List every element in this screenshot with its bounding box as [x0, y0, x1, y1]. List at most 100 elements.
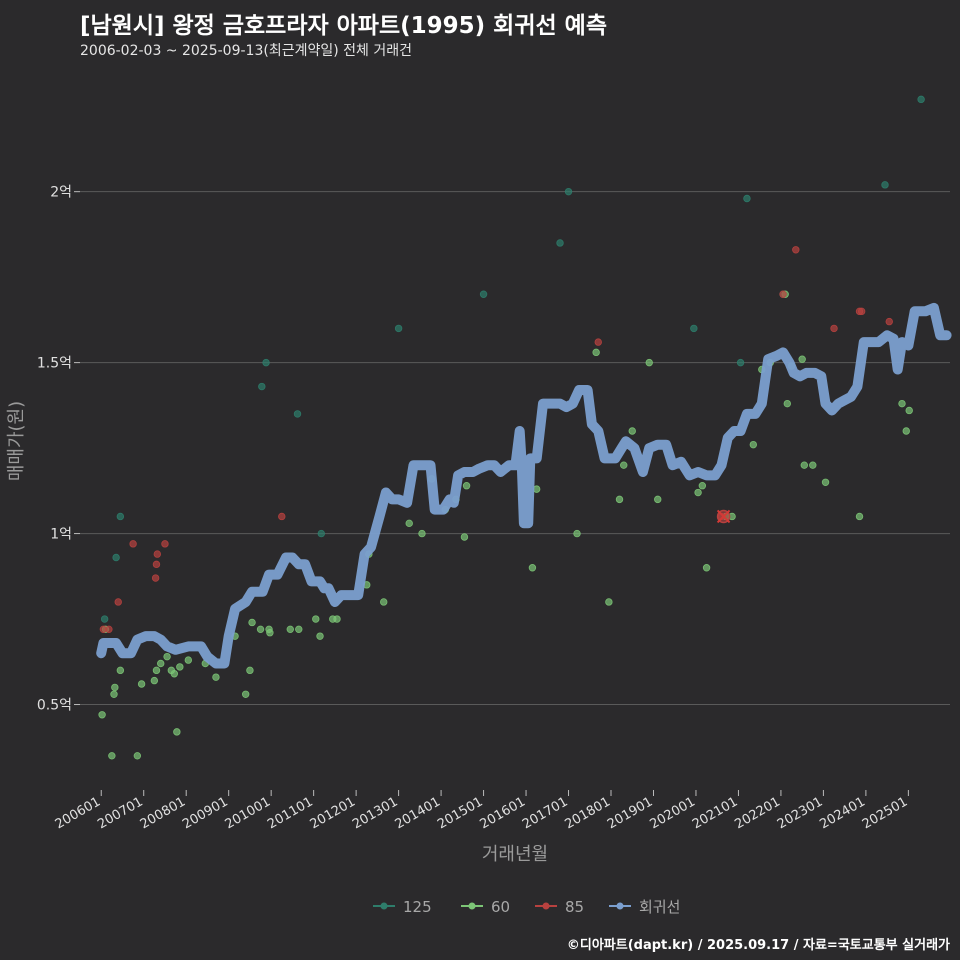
data-point-125: [394, 324, 403, 333]
data-point-60: [809, 461, 817, 469]
x-tick-label: 201801: [563, 794, 613, 832]
y-tick-label: 0.5억: [37, 698, 72, 714]
data-point-60: [248, 618, 256, 627]
x-tick-label: 200801: [138, 794, 188, 832]
data-point-60: [170, 670, 179, 678]
data-point-60: [241, 690, 250, 698]
data-point-125: [258, 382, 266, 391]
data-point-85: [594, 338, 602, 346]
data-point-85: [114, 598, 122, 606]
data-point-125: [100, 615, 109, 623]
data-point-125: [917, 95, 925, 104]
data-point-60: [418, 529, 426, 538]
data-point-125: [116, 512, 125, 521]
x-tick-label: 200901: [180, 794, 230, 832]
x-axis-title: 거래년월: [482, 844, 548, 865]
data-point-60: [286, 625, 294, 634]
x-tick-label: 201601: [478, 794, 528, 832]
data-point-60: [902, 427, 910, 435]
data-point-60: [462, 482, 471, 490]
legend-swatch-dot: [616, 902, 624, 910]
data-point-60: [628, 427, 636, 435]
data-point-60: [783, 399, 791, 408]
x-tick-label: 201001: [223, 794, 273, 832]
x-tick-label: 200601: [53, 794, 103, 832]
y-tick-label: 1.5억: [37, 356, 72, 372]
x-tick-label: 201401: [393, 794, 443, 832]
grid-layer: [80, 191, 950, 706]
data-point-60: [800, 461, 808, 469]
data-point-60: [698, 482, 707, 490]
data-point-85: [779, 290, 787, 298]
data-point-60: [295, 625, 303, 634]
data-point-60: [163, 652, 171, 661]
data-point-85: [152, 560, 161, 569]
annotation-layer: [716, 509, 731, 524]
y-axis-title: 매매가(원): [6, 401, 27, 481]
legend-label: 60: [491, 898, 510, 916]
x-tick-label: 202501: [860, 794, 910, 832]
data-point-60: [316, 632, 324, 640]
data-point-60: [157, 659, 165, 668]
legend-swatch-dot: [380, 902, 388, 910]
data-point-60: [246, 666, 254, 675]
x-tick-label: 202201: [732, 794, 782, 832]
data-point-60: [645, 358, 653, 367]
chart-subtitle: 2006-02-03 ~ 2025-09-13(최근계약일) 전체 거래건: [80, 43, 412, 59]
axis-layer: 0.5억 1억 1.5억 2억 2006012007012008012009012010…: [6, 185, 910, 865]
data-point-125: [743, 194, 751, 203]
x-tick-label: 200701: [95, 794, 145, 832]
data-point-125: [556, 239, 564, 247]
highlight-marker-cross: [716, 509, 731, 524]
data-point-60: [116, 666, 125, 675]
data-point-60: [150, 676, 159, 685]
x-tick-label: 201501: [435, 794, 485, 832]
data-point-60: [694, 488, 702, 497]
x-tick-label: 201101: [265, 794, 315, 832]
data-point-60: [98, 711, 106, 719]
data-point-125: [317, 529, 325, 538]
data-point-60: [573, 529, 581, 538]
regression-layer: [96, 302, 952, 669]
data-point-60: [528, 564, 537, 572]
data-point-85: [792, 246, 800, 254]
x-tick-label: 201701: [520, 794, 570, 832]
data-point-60: [152, 666, 161, 675]
chart-title: [남원시] 왕정 금호프라자 아파트(1995) 회귀선 예측: [80, 13, 607, 39]
data-point-125: [736, 358, 745, 367]
data-point-125: [564, 187, 573, 196]
data-point-125: [293, 410, 302, 418]
data-point-85: [885, 317, 893, 326]
data-point-60: [256, 625, 265, 634]
legend: 125 60 85 회귀선: [373, 898, 680, 916]
data-point-60: [749, 440, 758, 449]
legend-label: 85: [565, 898, 584, 916]
data-point-60: [333, 615, 341, 623]
data-point-60: [380, 598, 388, 606]
x-tick-label: 202001: [647, 794, 697, 832]
data-point-125: [112, 553, 120, 562]
data-point-60: [654, 495, 662, 504]
data-point-60: [460, 533, 469, 541]
data-point-60: [137, 680, 146, 688]
x-tick-label: 201301: [350, 794, 400, 832]
x-tick-label: 201901: [605, 794, 655, 832]
data-point-60: [133, 752, 142, 760]
data-point-60: [702, 564, 711, 572]
data-point-85: [857, 307, 866, 316]
data-point-125: [479, 290, 488, 298]
data-point-60: [592, 348, 600, 357]
legend-label: 125: [403, 898, 432, 916]
data-point-60: [212, 673, 220, 681]
data-point-60: [855, 512, 864, 521]
y-tick-label: 1억: [50, 527, 72, 543]
data-point-85: [161, 540, 169, 548]
data-point-60: [176, 663, 184, 671]
data-point-60: [821, 478, 830, 486]
data-point-125: [881, 181, 889, 189]
data-point-60: [108, 752, 116, 760]
data-point-60: [615, 495, 624, 504]
data-point-125: [690, 324, 698, 333]
